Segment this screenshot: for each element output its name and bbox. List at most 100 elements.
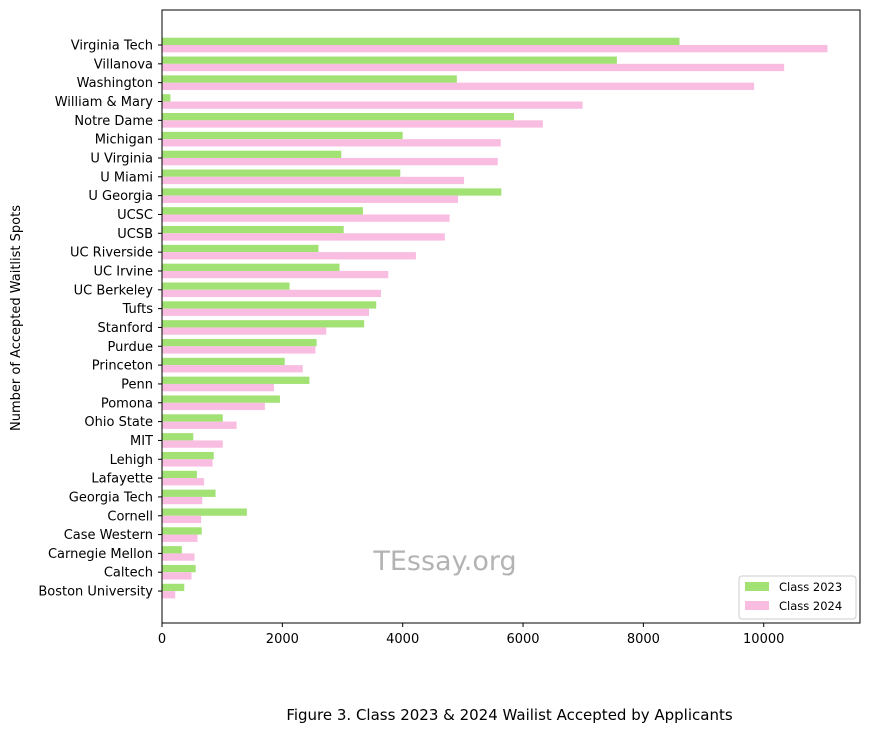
bar-class-2023 (162, 433, 194, 441)
y-axis-ticks: Virginia Tech Villanova Washington William … (38, 39, 162, 600)
bar-class-2023 (162, 508, 247, 516)
bar-class-2024 (162, 534, 198, 542)
bar-class-2023 (162, 113, 515, 121)
y-tick-label: U Miami (100, 170, 153, 185)
y-tick-label: UCSC (117, 208, 153, 223)
bar-class-2024 (162, 308, 369, 316)
y-tick-label: Notre Dame (74, 114, 153, 129)
bar-class-2023 (162, 131, 403, 140)
bar-class-2023 (162, 75, 457, 83)
bar-class-2024 (162, 82, 755, 90)
bar-class-2023 (162, 489, 216, 497)
bar-class-2024 (162, 157, 498, 166)
y-tick-label: Pomona (101, 396, 153, 411)
y-axis-label: Number of Accepted Waitlist Spots (9, 205, 24, 431)
bar-class-2024 (162, 233, 445, 241)
bar-class-2023 (162, 451, 214, 460)
y-tick-label: Virginia Tech (71, 39, 153, 54)
bar-class-2023 (162, 564, 196, 573)
bar-class-2024 (162, 478, 205, 486)
y-tick-label: Boston University (38, 585, 153, 600)
bar-class-2023 (162, 226, 344, 234)
bar-class-2024 (162, 101, 583, 109)
x-tick-label: 8000 (627, 632, 660, 647)
bar-class-2023 (162, 583, 185, 592)
x-axis-ticks: 0 2000 4000 6000 8000 10000 (158, 623, 784, 647)
bar-class-2024 (162, 289, 382, 298)
bar-class-2024 (162, 553, 195, 561)
y-tick-label: Cornell (107, 509, 153, 524)
y-tick-label: Penn (121, 377, 153, 392)
bar-class-2023 (162, 338, 317, 347)
bar-class-2024 (162, 120, 543, 128)
bar-class-2023 (162, 301, 377, 309)
bar-class-2024 (162, 327, 327, 335)
y-tick-label: UCSB (117, 227, 153, 242)
y-tick-label: Villanova (94, 57, 153, 72)
bars-group (162, 37, 828, 599)
y-tick-label: Michigan (95, 133, 153, 148)
y-tick-label: UC Berkeley (74, 283, 154, 298)
x-tick-label: 0 (158, 632, 166, 647)
bar-class-2024 (162, 383, 274, 392)
x-tick-label: 6000 (506, 632, 539, 647)
bar-class-2023 (162, 37, 680, 45)
x-tick-label: 2000 (266, 632, 299, 647)
y-tick-label: Stanford (98, 321, 153, 336)
legend-swatch (745, 582, 769, 591)
y-tick-label: MIT (130, 434, 153, 449)
bar-class-2024 (162, 440, 223, 448)
bar-class-2024 (162, 591, 176, 599)
watermark: TEssay.org (372, 546, 516, 577)
bar-class-2023 (162, 357, 285, 366)
legend-label: Class 2023 (779, 580, 842, 594)
y-tick-label: UC Irvine (94, 264, 153, 279)
bar-class-2023 (162, 244, 319, 253)
bar-chart: Virginia Tech Villanova Washington William … (9, 9, 861, 647)
bar-class-2024 (162, 572, 192, 580)
bar-class-2023 (162, 207, 363, 215)
y-tick-label: Georgia Tech (69, 490, 153, 505)
bar-class-2023 (162, 414, 223, 422)
y-tick-label: Tufts (122, 302, 154, 317)
y-tick-label: U Georgia (88, 189, 153, 204)
bar-class-2023 (162, 282, 290, 290)
y-tick-label: Case Western (64, 528, 153, 543)
x-tick-label: 4000 (386, 632, 419, 647)
bar-class-2024 (162, 139, 501, 147)
bar-class-2023 (162, 263, 340, 271)
y-tick-label: Princeton (92, 359, 153, 374)
bar-class-2023 (162, 169, 401, 177)
y-tick-label: William & Mary (55, 95, 154, 110)
y-tick-label: Lafayette (91, 472, 153, 487)
bar-class-2023 (162, 94, 171, 102)
bar-class-2023 (162, 546, 182, 554)
bar-class-2024 (162, 176, 465, 185)
bar-class-2024 (162, 195, 459, 203)
y-tick-label: Carnegie Mellon (48, 547, 153, 562)
y-tick-label: Caltech (104, 566, 153, 581)
y-tick-label: UC Riverside (70, 246, 153, 261)
bar-class-2023 (162, 56, 617, 64)
y-tick-label: Ohio State (84, 415, 153, 430)
bar-class-2024 (162, 270, 389, 279)
bar-class-2024 (162, 515, 202, 524)
bar-class-2024 (162, 252, 416, 260)
y-tick-label: Washington (77, 76, 153, 91)
bar-class-2024 (162, 63, 785, 72)
bar-class-2023 (162, 320, 365, 328)
bar-class-2024 (162, 496, 203, 505)
y-tick-label: Lehigh (110, 453, 153, 468)
legend: Class 2023 Class 2024 (738, 575, 857, 620)
bar-class-2024 (162, 346, 316, 354)
y-tick-label: Purdue (108, 340, 153, 355)
bar-class-2024 (162, 402, 265, 411)
bar-class-2023 (162, 395, 280, 403)
bar-class-2024 (162, 214, 450, 222)
y-tick-label: U Virginia (90, 151, 153, 166)
bar-class-2024 (162, 45, 828, 53)
bar-class-2023 (162, 188, 502, 196)
legend-swatch (745, 601, 769, 610)
plot-frame (161, 9, 861, 624)
bar-class-2023 (162, 470, 197, 479)
